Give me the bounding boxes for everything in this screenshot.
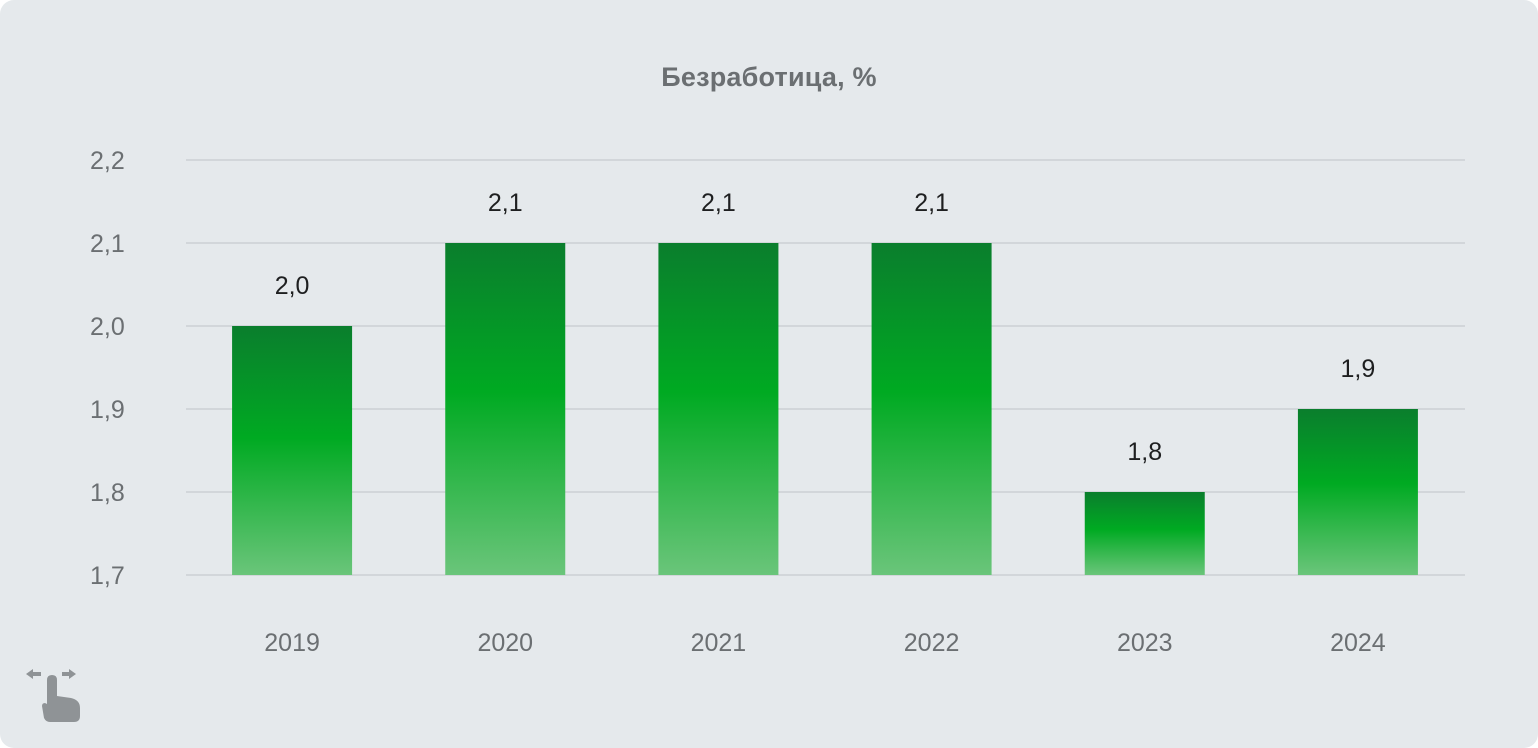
gridlines [186,159,1465,576]
data-label-2023: 1,8 [1127,438,1162,466]
y-tick-label: 1,8 [90,479,125,507]
bar-2022 [871,243,992,575]
bar-2019 [232,326,353,575]
y-tick-label: 2,1 [90,230,125,258]
swipe-hand-icon [26,669,80,722]
bars [232,243,1418,575]
y-tick-label: 1,7 [90,562,125,590]
x-tick-label-2023: 2023 [1117,629,1173,657]
y-tick-label: 2,0 [90,313,125,341]
data-label-2019: 2,0 [275,272,310,300]
chart-title: Безработица, % [661,62,877,92]
data-label-2021: 2,1 [701,189,736,217]
x-tick-label-2019: 2019 [264,629,320,657]
x-tick-label-2020: 2020 [477,629,533,657]
bar-2020 [445,243,566,575]
x-tick-label-2024: 2024 [1330,629,1386,657]
x-tick-label-2022: 2022 [904,629,960,657]
y-tick-label: 1,9 [90,396,125,424]
x-axis-ticks: 2019 2020 2021 2022 2023 2024 [264,629,1386,657]
data-labels: 2,0 2,1 2,1 2,1 1,8 1,9 [275,189,1376,466]
data-label-2020: 2,1 [488,189,523,217]
data-label-2022: 2,1 [914,189,949,217]
bar-2024 [1297,409,1418,575]
bar-2023 [1084,492,1205,575]
bar-2021 [658,243,779,575]
x-tick-label-2021: 2021 [691,629,747,657]
y-tick-label: 2,2 [90,147,125,175]
y-axis-ticks: 1,7 1,8 1,9 2,0 2,1 2,2 [90,147,125,590]
data-label-2024: 1,9 [1341,355,1376,383]
